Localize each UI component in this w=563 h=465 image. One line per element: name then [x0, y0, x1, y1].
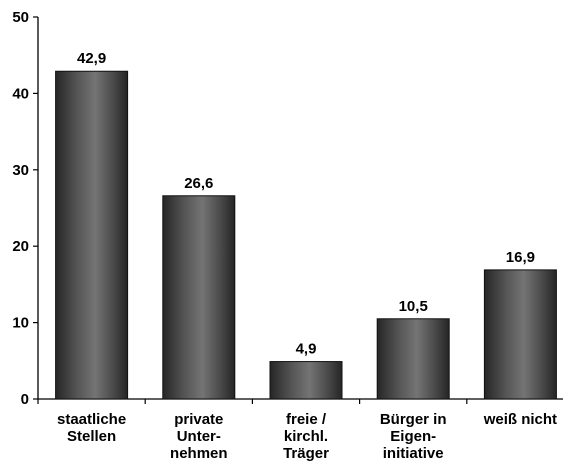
bar — [269, 361, 343, 400]
y-tick-label: 20 — [12, 238, 29, 255]
bar — [162, 195, 236, 400]
data-label: 4,9 — [296, 341, 317, 358]
x-axis — [37, 398, 563, 404]
category-label-line: private — [174, 411, 223, 428]
category-label: freie / kirchl. Träger — [283, 411, 329, 462]
y-tick-label: 50 — [12, 9, 29, 26]
category-label: Bürger in Eigen-initiative — [380, 411, 447, 462]
category-labels: staatliche Stellen private Unter-nehmen frei… — [57, 411, 557, 462]
bar — [55, 70, 129, 400]
y-tick-label: 10 — [12, 315, 29, 332]
category-label-line: Bürger in — [380, 411, 447, 428]
y-axis: 0 10 20 30 40 50 — [12, 9, 39, 408]
category-label-line: initiative — [383, 445, 444, 462]
data-labels: 42,9 26,6 4,9 10,5 16,9 — [77, 50, 535, 357]
bar — [483, 269, 557, 400]
category-label-line: kirchl. — [284, 428, 328, 445]
category-label-line: Unter- — [177, 428, 221, 445]
y-tick-label: 40 — [12, 85, 29, 102]
bars — [55, 70, 557, 400]
category-label-line: Stellen — [67, 428, 116, 445]
category-label: staatliche Stellen — [57, 411, 126, 445]
y-tick-label: 30 — [12, 162, 29, 179]
y-tick-label: 0 — [21, 391, 29, 408]
category-label-line: staatliche — [57, 411, 126, 428]
data-label: 26,6 — [184, 175, 213, 192]
category-label-line: weiß nicht — [483, 411, 557, 428]
category-label-line: Eigen- — [390, 428, 436, 445]
category-label: private Unter-nehmen — [170, 411, 228, 462]
data-label: 16,9 — [506, 249, 535, 266]
category-label: weiß nicht — [483, 411, 557, 428]
data-label: 42,9 — [77, 50, 106, 67]
bar — [376, 318, 450, 400]
category-label-line: freie / — [286, 411, 327, 428]
data-label: 10,5 — [399, 298, 428, 315]
category-label-line: nehmen — [170, 445, 228, 462]
category-label-line: Träger — [283, 445, 329, 462]
